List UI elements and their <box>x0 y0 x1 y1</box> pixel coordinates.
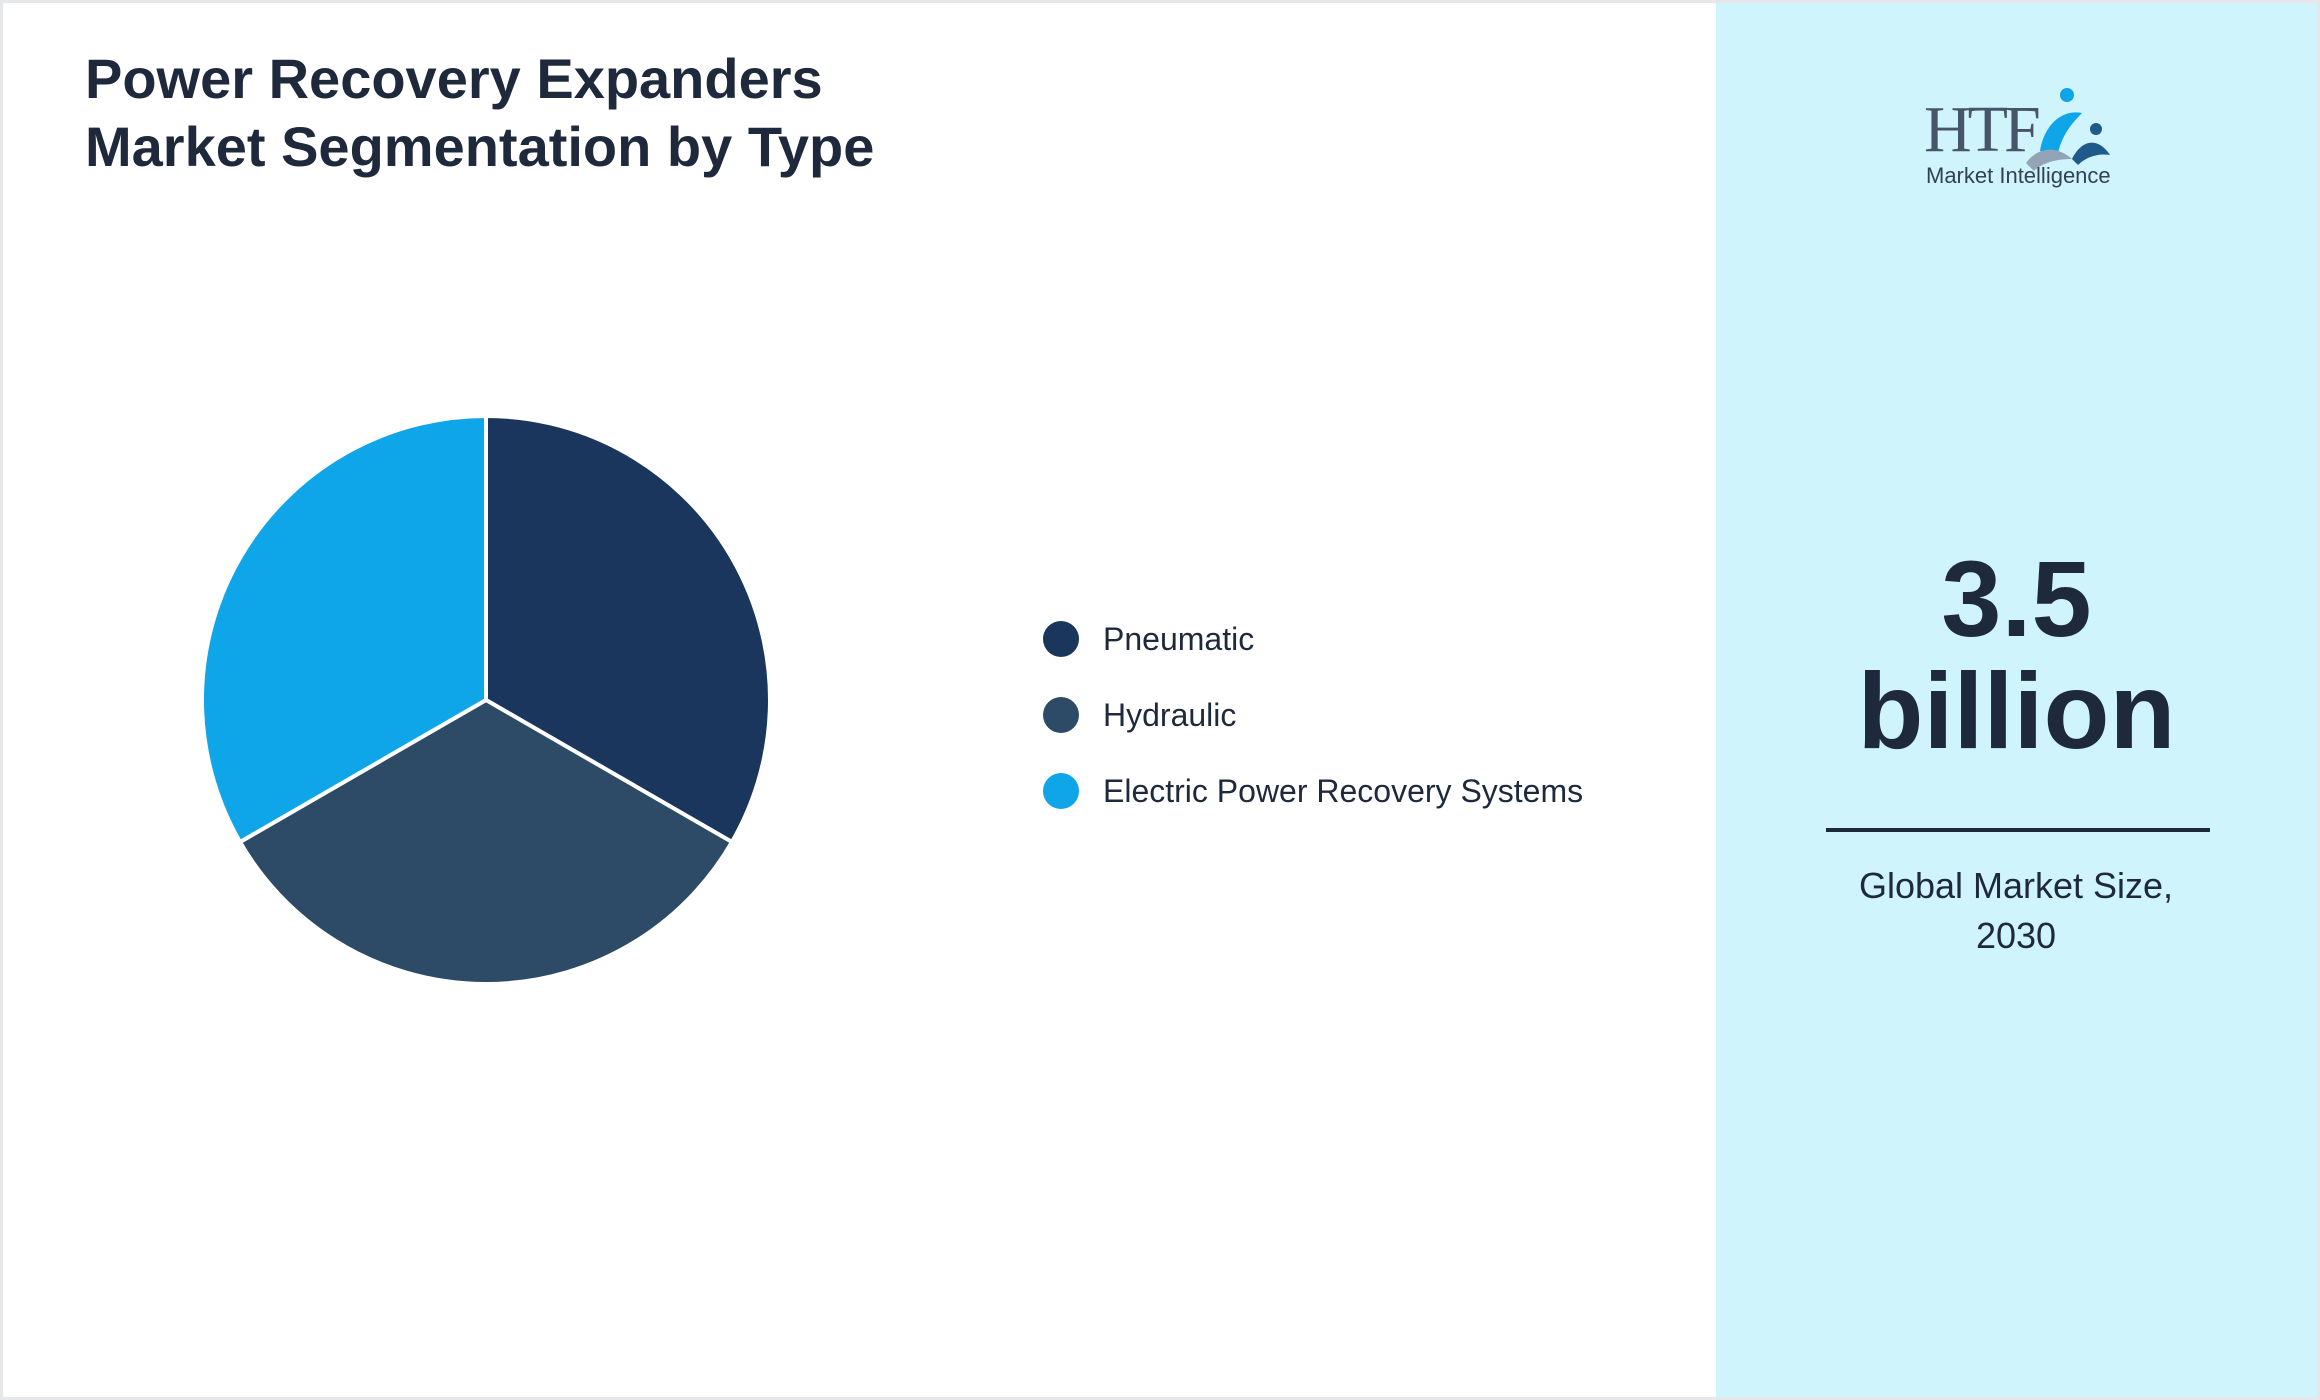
chart-title: Power Recovery Expanders Market Segmenta… <box>85 45 1385 181</box>
logo-figures-icon <box>2026 88 2110 171</box>
chart-panel: Power Recovery Expanders Market Segmenta… <box>3 3 1716 1397</box>
market-size-unit: billion <box>1857 650 2176 771</box>
legend-swatch-hydraulic <box>1043 697 1079 733</box>
market-size-panel: HTF Market Intelligence 3.5 billion Glob… <box>1716 3 2317 1397</box>
pie-slice-electric-power-recovery-systems <box>200 414 488 844</box>
legend-swatch-electric-power-recovery-systems <box>1043 773 1079 809</box>
infographic-frame: Power Recovery Expanders Market Segmenta… <box>3 3 2317 1397</box>
chart-title-line-2: Market Segmentation by Type <box>85 115 875 178</box>
legend-swatch-pneumatic <box>1043 621 1079 657</box>
legend-item-hydraulic: Hydraulic <box>1043 677 1583 753</box>
caption-line-2: 2030 <box>1975 915 2057 956</box>
legend-label-hydraulic: Hydraulic <box>1103 696 1237 733</box>
pie-slice-pneumatic <box>484 414 772 844</box>
chart-legend: Pneumatic Hydraulic Electric Power Recov… <box>1043 601 1583 829</box>
divider-line <box>1826 828 2210 832</box>
pie-chart <box>200 414 772 986</box>
pie-slice-hydraulic <box>238 698 734 986</box>
legend-item-electric-power-recovery-systems: Electric Power Recovery Systems <box>1043 753 1583 829</box>
legend-label-electric-power-recovery-systems: Electric Power Recovery Systems <box>1103 772 1584 809</box>
htf-logo-icon: HTF Market Intelligence <box>1924 88 2111 188</box>
market-size-number: 3.5 <box>1941 538 2092 659</box>
caption-line-1: Global Market Size, <box>1858 865 2174 906</box>
legend-item-pneumatic: Pneumatic <box>1043 601 1583 677</box>
chart-title-line-1: Power Recovery Expanders <box>85 47 823 110</box>
logo-text: HTF <box>1924 93 2039 166</box>
market-size-value: 3.5 billion <box>1716 543 2317 767</box>
market-size-caption: Global Market Size, 2030 <box>1816 861 2216 961</box>
logo-subtext: Market Intelligence <box>1926 163 2111 188</box>
legend-label-pneumatic: Pneumatic <box>1103 620 1255 657</box>
